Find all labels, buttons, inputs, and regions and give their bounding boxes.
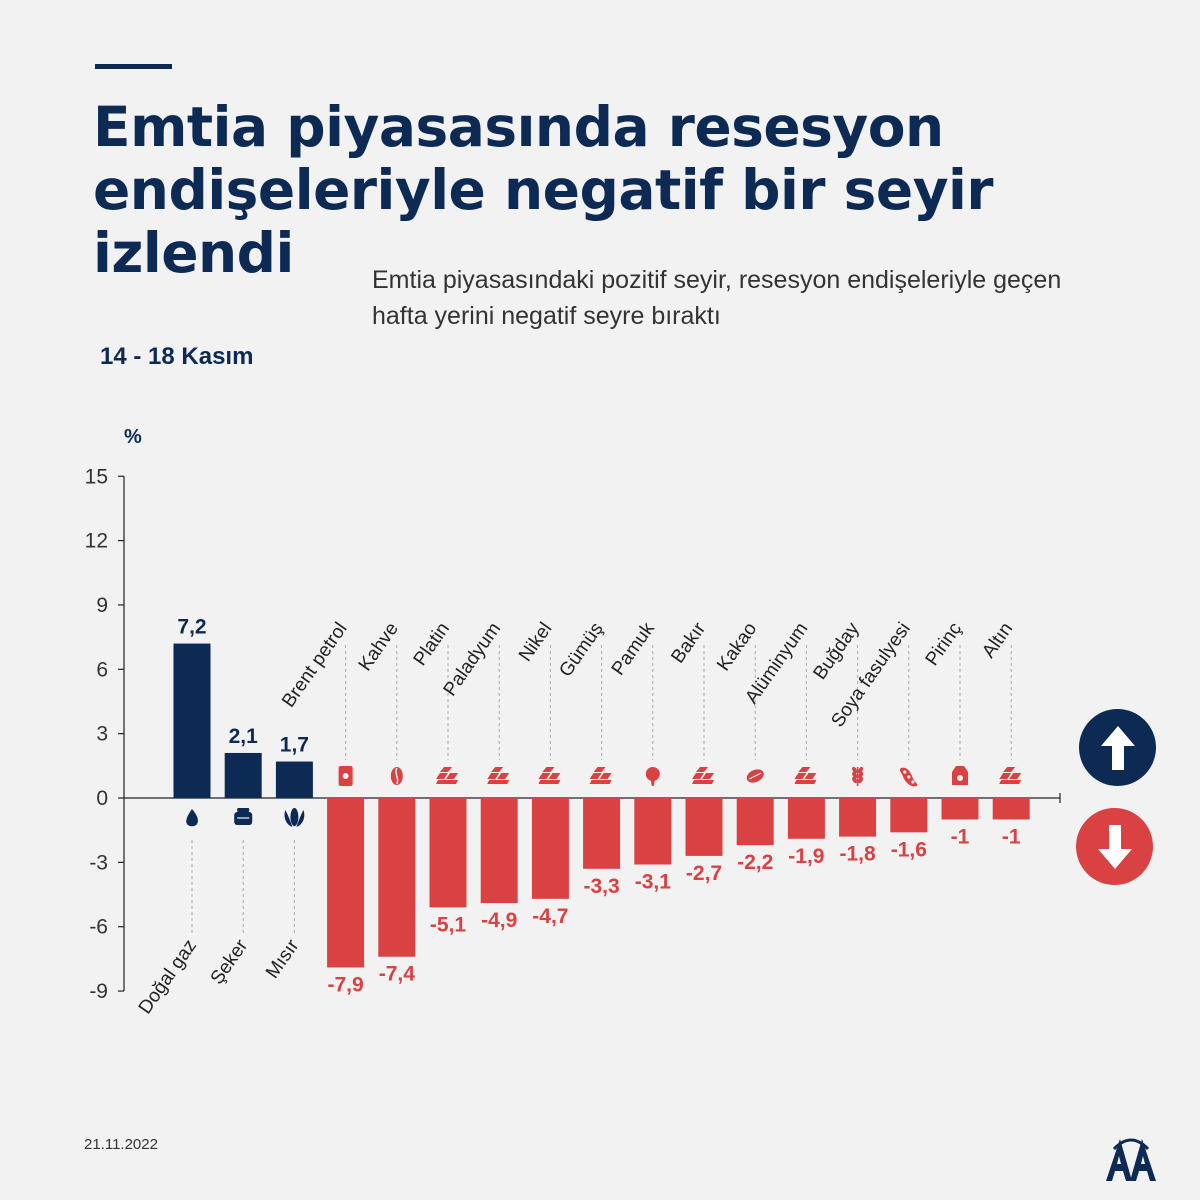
bar-15 bbox=[941, 798, 979, 820]
bar-11 bbox=[736, 798, 774, 846]
bar-3 bbox=[327, 798, 365, 968]
value-label-4: -7,4 bbox=[379, 963, 416, 986]
value-label-9: -3,1 bbox=[635, 870, 672, 893]
bar-4 bbox=[378, 798, 416, 957]
metal-bars-icon bbox=[999, 767, 1022, 784]
value-label-2: 1,7 bbox=[280, 734, 309, 757]
arrow-up-icon bbox=[1079, 709, 1156, 786]
category-label-5: Platin bbox=[410, 619, 454, 670]
metal-bars-icon bbox=[692, 767, 714, 784]
value-label-8: -3,3 bbox=[584, 875, 620, 898]
oil-barrel-icon bbox=[338, 766, 353, 786]
bar-7 bbox=[531, 798, 569, 899]
y-tick-label: 15 bbox=[85, 465, 108, 488]
bar-9 bbox=[634, 798, 672, 865]
corn-icon bbox=[284, 808, 305, 827]
sugar-sack-icon bbox=[234, 808, 253, 825]
category-label-8: Gümüş bbox=[555, 619, 607, 681]
bar-12 bbox=[787, 798, 825, 839]
value-label-14: -1,6 bbox=[891, 838, 927, 861]
metal-bars-icon bbox=[589, 767, 612, 784]
coffee-bean-icon bbox=[390, 767, 403, 785]
value-label-16: -1 bbox=[1002, 825, 1021, 848]
bar-10 bbox=[685, 798, 723, 856]
bar-0 bbox=[173, 643, 211, 798]
bar-14 bbox=[890, 798, 928, 833]
metal-bars-icon bbox=[436, 767, 458, 784]
y-tick-label: 9 bbox=[96, 594, 108, 617]
bar-2 bbox=[275, 761, 313, 798]
cocoa-icon bbox=[746, 769, 764, 783]
category-label-11: Kakao bbox=[713, 619, 761, 675]
bar-6 bbox=[480, 798, 518, 904]
value-label-13: -1,8 bbox=[840, 843, 877, 866]
metal-bars-icon bbox=[794, 767, 817, 784]
y-tick-label: -9 bbox=[89, 980, 108, 1003]
title-accent-bar bbox=[95, 64, 172, 69]
y-tick-label: 6 bbox=[96, 658, 108, 681]
category-label-4: Kahve bbox=[355, 619, 403, 675]
y-tick-label: 0 bbox=[96, 787, 108, 810]
category-label-16: Altın bbox=[978, 619, 1017, 662]
metal-bars-icon bbox=[538, 767, 561, 784]
y-tick-label: -6 bbox=[89, 916, 108, 939]
wheat-icon bbox=[852, 766, 864, 786]
category-label-0: Doğal gaz bbox=[135, 936, 201, 1018]
page-title: Emtia piyasasında resesyon endişeleriyle… bbox=[93, 95, 994, 285]
gas-flame-icon bbox=[186, 809, 198, 827]
y-tick-label: 12 bbox=[85, 530, 108, 553]
metal-bars-icon bbox=[487, 767, 510, 784]
bar-1 bbox=[224, 752, 262, 798]
period-label: 14 - 18 Kasım bbox=[100, 343, 254, 370]
value-label-11: -2,2 bbox=[737, 851, 773, 874]
soybean-icon bbox=[899, 767, 918, 787]
page-subtitle: Emtia piyasasındaki pozitif seyir, reses… bbox=[372, 266, 1062, 330]
arrow-down-icon bbox=[1076, 808, 1153, 885]
category-label-15: Pirinç bbox=[922, 619, 966, 670]
y-tick-label: -3 bbox=[89, 851, 108, 874]
bar-5 bbox=[429, 798, 467, 908]
cotton-icon bbox=[645, 767, 660, 786]
value-label-15: -1 bbox=[951, 825, 970, 848]
rice-sack-icon bbox=[952, 766, 968, 785]
category-label-3: Brent petrol bbox=[278, 619, 352, 712]
y-axis-unit: % bbox=[124, 426, 142, 448]
category-label-1: Şeker bbox=[207, 935, 253, 988]
value-label-5: -5,1 bbox=[430, 913, 467, 936]
bar-13 bbox=[839, 798, 877, 837]
category-label-2: Mısır bbox=[262, 935, 304, 982]
aa-logo bbox=[1106, 1137, 1156, 1188]
value-label-0: 7,2 bbox=[177, 616, 206, 639]
value-label-6: -4,9 bbox=[481, 909, 517, 932]
value-label-3: -7,9 bbox=[328, 973, 364, 996]
bar-8 bbox=[583, 798, 621, 869]
value-label-10: -2,7 bbox=[686, 862, 722, 885]
y-tick-label: 3 bbox=[96, 723, 108, 746]
value-label-12: -1,9 bbox=[788, 845, 824, 868]
category-label-13: Buğday bbox=[810, 618, 864, 683]
value-label-7: -4,7 bbox=[532, 905, 568, 928]
value-label-1: 2,1 bbox=[229, 725, 259, 748]
publish-date: 21.11.2022 bbox=[84, 1136, 158, 1153]
category-label-9: Pamuk bbox=[608, 618, 659, 679]
bar-16 bbox=[992, 798, 1030, 820]
